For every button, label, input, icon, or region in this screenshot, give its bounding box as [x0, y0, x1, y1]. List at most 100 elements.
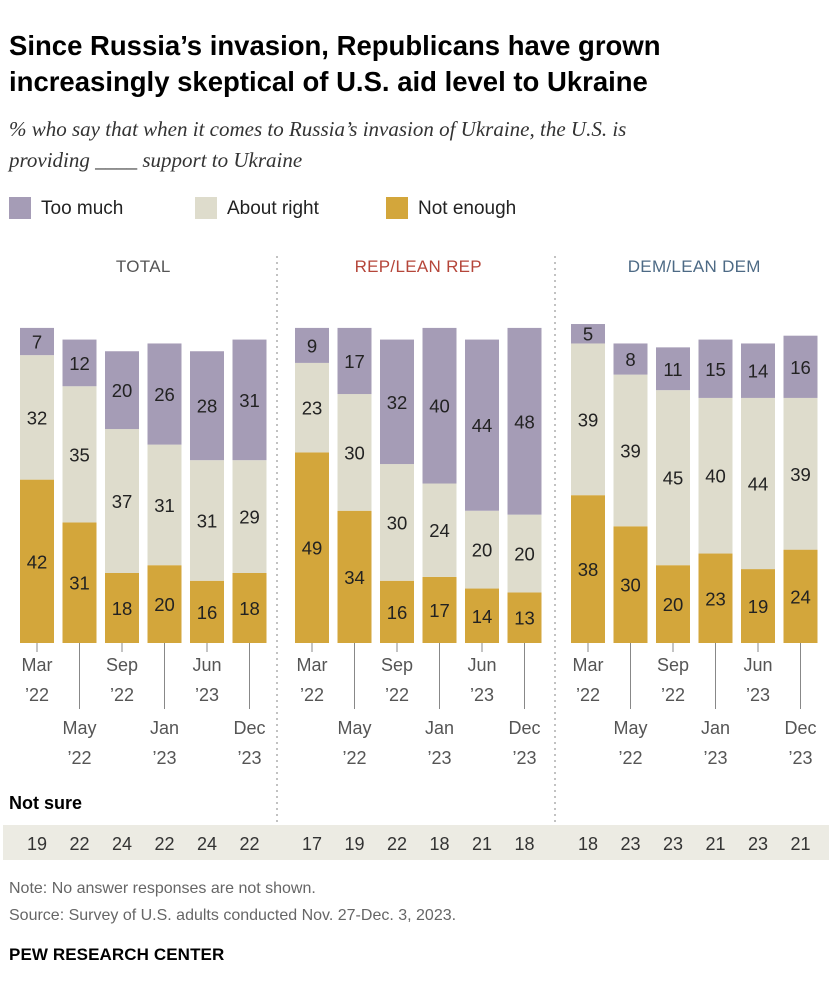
bar-0-0-about-right	[20, 355, 54, 480]
data-label-1-5-2: 48	[514, 411, 535, 432]
bar-0-4-about-right	[190, 460, 224, 581]
data-label-1-4-1: 20	[472, 540, 493, 561]
chart-subtitle: % who say that when it comes to Russia’s…	[9, 114, 829, 176]
bar-1-2-not-enough	[380, 580, 414, 643]
x-label-year-0-0: ’22	[25, 685, 49, 705]
bar-0-3-not-enough	[147, 565, 182, 643]
x-label-month-0-4: Jun	[192, 655, 221, 675]
panel-title-0: TOTAL	[116, 257, 171, 276]
bar-0-5-not-enough	[232, 572, 267, 643]
data-label-0-4-0: 16	[197, 602, 218, 623]
x-label-year-2-5: ’23	[788, 748, 812, 768]
not-sure-value-2-0: 18	[578, 834, 598, 854]
data-label-0-5-2: 31	[239, 390, 260, 411]
bar-2-5-about-right	[783, 397, 818, 550]
not-sure-value-0-1: 22	[69, 834, 89, 854]
data-label-1-3-0: 17	[429, 600, 450, 621]
not-sure-value-2-2: 23	[663, 834, 683, 854]
data-label-1-3-1: 24	[429, 520, 450, 541]
x-label-year-1-4: ’23	[470, 685, 494, 705]
not-sure-label: Not sure	[9, 793, 82, 813]
x-label-year-0-2: ’22	[110, 685, 134, 705]
legend-label-too-much: Too much	[41, 198, 124, 219]
data-label-2-0-1: 39	[578, 409, 599, 430]
brand-logo-text: PEW RESEARCH CENTER	[9, 945, 225, 964]
x-label-year-1-3: ’23	[427, 748, 451, 768]
data-label-2-1-0: 30	[620, 575, 641, 596]
x-label-year-2-0: ’22	[576, 685, 600, 705]
legend-item-about-right: About right	[195, 196, 319, 222]
data-label-2-3-2: 15	[705, 359, 726, 380]
x-label-year-2-3: ’23	[703, 748, 727, 768]
data-label-1-1-0: 34	[344, 567, 365, 588]
legend-swatch-about-right	[195, 197, 217, 219]
bar-1-3-about-right	[422, 483, 457, 577]
x-label-month-2-4: Jun	[743, 655, 772, 675]
not-sure-value-1-1: 19	[344, 834, 364, 854]
data-label-0-1-1: 35	[69, 444, 90, 465]
data-label-0-5-1: 29	[239, 507, 260, 528]
data-label-2-3-0: 23	[705, 588, 726, 609]
title-line-2: increasingly skeptical of U.S. aid level…	[9, 66, 648, 97]
data-label-0-0-1: 32	[27, 407, 48, 428]
x-label-month-2-2: Sep	[657, 655, 689, 675]
data-label-1-4-0: 14	[472, 606, 493, 627]
x-label-year-0-5: ’23	[237, 748, 261, 768]
data-label-0-4-2: 28	[197, 396, 218, 417]
bar-2-0-about-right	[571, 343, 605, 496]
bar-2-2-about-right	[656, 390, 690, 566]
bar-0-2-too-much	[105, 351, 139, 430]
bar-0-0-too-much	[20, 327, 54, 356]
bar-1-5-about-right	[507, 514, 542, 593]
bar-2-1-not-enough	[613, 526, 648, 643]
x-label-year-2-1: ’22	[618, 748, 642, 768]
bar-0-2-about-right	[105, 429, 139, 573]
bar-0-5-about-right	[232, 460, 267, 573]
bar-2-2-too-much	[656, 347, 690, 391]
bar-2-3-about-right	[698, 397, 733, 554]
not-sure-value-2-5: 21	[790, 834, 810, 854]
bar-0-1-not-enough	[62, 522, 97, 643]
bar-1-1-about-right	[337, 394, 372, 511]
bar-1-0-too-much	[295, 327, 329, 363]
bar-2-4-too-much	[741, 343, 775, 398]
legend-swatch-not-enough	[386, 197, 408, 219]
not-sure-value-1-0: 17	[302, 834, 322, 854]
legend-item-not-enough: Not enough	[386, 196, 516, 222]
x-label-month-1-0: Mar	[297, 655, 328, 675]
bar-2-5-not-enough	[783, 549, 818, 643]
bar-2-4-about-right	[741, 397, 775, 570]
legend-label-not-enough: Not enough	[418, 198, 517, 219]
data-label-2-1-1: 39	[620, 440, 641, 461]
not-sure-value-1-2: 22	[387, 834, 407, 854]
bar-1-1-not-enough	[337, 510, 372, 643]
bar-1-4-too-much	[465, 339, 499, 511]
data-label-0-2-2: 20	[112, 380, 133, 401]
data-label-2-2-2: 11	[663, 359, 682, 380]
bar-1-4-about-right	[465, 510, 499, 589]
data-label-1-2-2: 32	[387, 392, 408, 413]
bar-0-2-not-enough	[105, 572, 139, 643]
data-label-2-3-1: 40	[705, 466, 726, 487]
x-label-month-1-2: Sep	[381, 655, 413, 675]
x-label-month-2-1: May	[613, 718, 647, 738]
x-label-year-1-5: ’23	[512, 748, 536, 768]
data-label-1-0-0: 49	[302, 538, 323, 559]
bar-1-5-too-much	[507, 327, 542, 515]
x-label-month-2-5: Dec	[784, 718, 816, 738]
bar-1-2-too-much	[380, 339, 414, 465]
not-sure-value-2-1: 23	[620, 834, 640, 854]
data-label-1-5-1: 20	[514, 544, 535, 565]
data-label-2-5-2: 16	[790, 357, 811, 378]
bar-0-3-too-much	[147, 343, 182, 445]
data-label-0-2-0: 18	[112, 598, 133, 619]
bar-0-5-too-much	[232, 339, 267, 461]
not-sure-value-0-4: 24	[197, 834, 217, 854]
bar-0-4-too-much	[190, 351, 224, 461]
x-label-month-1-4: Jun	[467, 655, 496, 675]
not-sure-value-1-3: 18	[429, 834, 449, 854]
data-label-0-3-2: 26	[154, 384, 175, 405]
x-label-month-1-5: Dec	[508, 718, 540, 738]
subtitle-line-2: providing ____ support to Ukraine	[9, 148, 303, 172]
